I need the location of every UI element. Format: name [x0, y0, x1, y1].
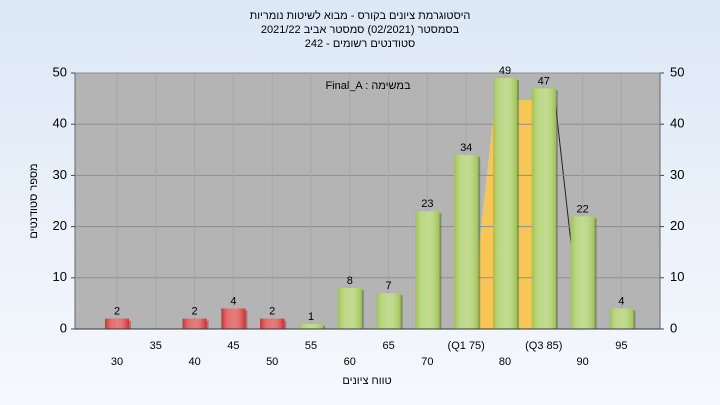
value-label: 49 — [499, 65, 511, 77]
x-tick-label: 65 — [382, 340, 394, 352]
value-label: 34 — [460, 142, 472, 154]
x-tick-label: (Q1 75) — [448, 340, 485, 352]
x-tick-label: 90 — [576, 356, 588, 368]
y2-tick-label: 10 — [670, 269, 684, 284]
bar-shine — [531, 88, 556, 329]
x-tick-label: 95 — [615, 340, 627, 352]
bar-shine — [337, 288, 362, 329]
y-axis-label: מספר סטודנטים — [28, 163, 40, 238]
x-tick-label: 50 — [266, 356, 278, 368]
bar-shine — [415, 211, 440, 329]
value-label: 23 — [421, 198, 433, 210]
x-tick-label: 70 — [421, 356, 433, 368]
bar-shine — [299, 323, 323, 329]
value-label: 2 — [192, 306, 198, 318]
y2-tick-label: 50 — [670, 64, 684, 79]
annotation: Final_A : במשימה — [325, 80, 411, 92]
chart-title: היסטוגרמת ציונים בקורס - מבוא לשיטות נומ… — [250, 9, 471, 22]
bar-shine — [221, 308, 246, 329]
y-tick-label: 30 — [53, 167, 67, 182]
y-tick-label: 20 — [53, 218, 67, 233]
y2-tick-label: 30 — [670, 167, 684, 182]
bar-shine — [260, 318, 285, 329]
value-label: 8 — [347, 275, 353, 287]
y-tick-label: 50 — [53, 64, 67, 79]
bar-shine — [570, 216, 595, 329]
x-tick-label: (Q3 85) — [525, 340, 562, 352]
x-tick-label: 55 — [305, 340, 317, 352]
bar-shine — [182, 318, 207, 329]
value-label: 2 — [269, 306, 275, 318]
value-label: 4 — [618, 295, 624, 307]
x-tick-label: 40 — [188, 356, 200, 368]
bar-shine — [609, 308, 634, 329]
y-tick-label: 40 — [53, 116, 67, 131]
y-tick-label: 10 — [53, 269, 67, 284]
x-tick-label: 30 — [111, 356, 123, 368]
y2-tick-label: 40 — [670, 116, 684, 131]
bar-shine — [454, 154, 479, 329]
value-label: 1 — [308, 311, 314, 323]
x-tick-label: 35 — [150, 340, 162, 352]
value-label: 7 — [386, 280, 392, 292]
x-tick-label: 80 — [499, 356, 511, 368]
x-tick-label: 60 — [344, 356, 356, 368]
y2-tick-label: 20 — [670, 218, 684, 233]
chart-subtitle: סטודנטים רשומים - 242 — [305, 38, 416, 50]
y-tick-label: 0 — [60, 320, 67, 335]
value-label: 22 — [576, 203, 588, 215]
bar-shine — [105, 318, 129, 329]
value-label: 47 — [538, 75, 550, 87]
value-label: 2 — [114, 306, 120, 318]
bar-shine — [376, 293, 401, 329]
y2-tick-label: 0 — [670, 320, 677, 335]
value-label: 4 — [230, 295, 236, 307]
plot-area — [74, 72, 661, 330]
x-tick-label: 45 — [227, 340, 239, 352]
chart-subtitle: בסמסטר (02/2021) סמסטר אביב 2021/22 — [261, 24, 460, 36]
x-axis-label: טווח ציונים — [342, 375, 391, 387]
bar-shine — [493, 78, 517, 330]
